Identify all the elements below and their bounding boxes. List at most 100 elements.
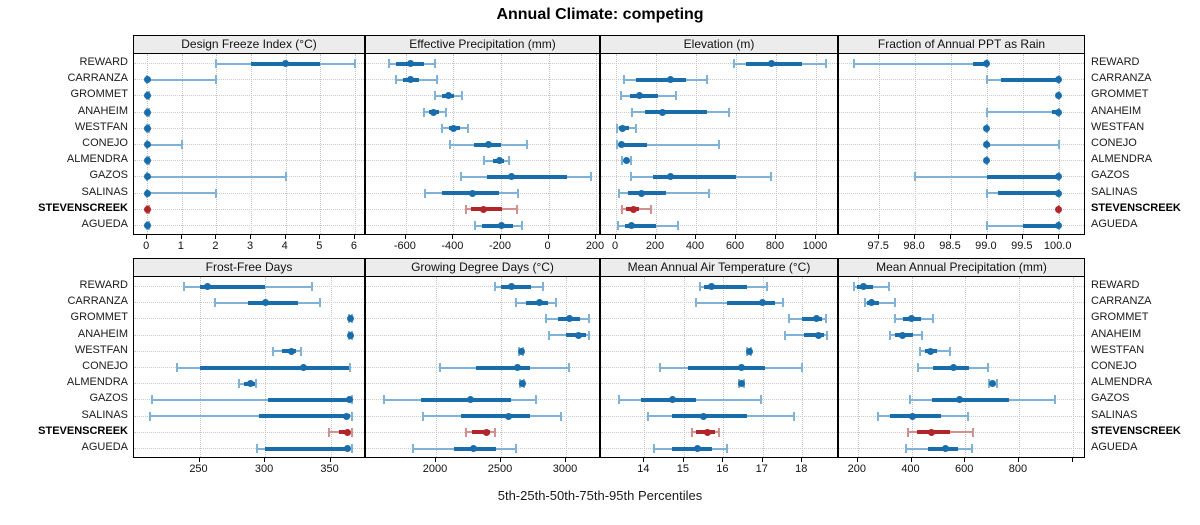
site-label-left: CARRANZA <box>67 295 128 308</box>
axis-tick <box>735 235 736 239</box>
axis-tick-label: 0 <box>611 240 619 252</box>
axis-tick <box>404 235 406 239</box>
whisker-cap <box>176 363 179 372</box>
whisker-cap <box>328 427 331 437</box>
whisker-cap <box>894 298 897 308</box>
whisker-cap <box>215 188 218 198</box>
median-dot <box>704 428 712 436</box>
iqr-bar-25th-75th <box>687 365 765 370</box>
whisker-cap <box>690 427 693 437</box>
median-dot <box>344 445 352 452</box>
whisker-cap <box>555 298 558 308</box>
whisker-cap <box>718 427 721 437</box>
axis-tick-label: 0 <box>143 240 150 252</box>
iqr-bar-25th-75th <box>248 300 298 305</box>
axis-tick <box>643 458 645 462</box>
whisker-cap <box>256 444 259 453</box>
site-label-left: GROMMET <box>70 311 128 324</box>
gridline-horizontal <box>134 79 364 81</box>
site-label-left: AGUEDA <box>81 218 128 230</box>
site-label-right: ANAHEIM <box>1091 104 1142 117</box>
median-dot <box>908 315 915 323</box>
axis-tick <box>595 235 596 239</box>
median-dot <box>814 331 822 339</box>
gridline-horizontal <box>601 225 837 226</box>
whisker-cap <box>444 107 447 117</box>
whisker-cap <box>299 346 302 356</box>
axis-tick <box>815 235 816 239</box>
median-dot <box>466 396 474 404</box>
gridline-horizontal <box>839 286 1084 287</box>
gridline-horizontal <box>366 79 599 81</box>
whisker-cap <box>985 188 988 198</box>
gridline-horizontal <box>601 160 837 162</box>
iqr-bar-25th-75th <box>460 414 530 419</box>
gridline-horizontal <box>366 286 599 287</box>
gridline-horizontal <box>134 334 364 336</box>
whisker-cap <box>694 298 697 308</box>
median-dot <box>629 205 637 213</box>
whisker-cap <box>1057 140 1060 149</box>
median-dot <box>479 205 487 213</box>
axis-tick-label: 600 <box>725 240 745 252</box>
axis-tick-label: 17 <box>755 463 768 475</box>
axis-tick-label: -400 <box>441 240 464 252</box>
panel-header-elevation-m: Elevation (m) <box>600 35 838 54</box>
site-label-left: CONEJO <box>82 137 128 149</box>
whisker-cap <box>494 427 497 437</box>
axis-tick <box>180 235 182 239</box>
axis-tick-label: 200 <box>585 240 605 252</box>
median-dot <box>344 428 352 436</box>
median-dot <box>1055 222 1063 229</box>
iqr-bar-25th-75th <box>625 223 656 228</box>
gridline-horizontal <box>839 225 1084 226</box>
axis-tick <box>329 458 331 462</box>
gridline-horizontal <box>839 208 1084 210</box>
median-dot <box>1055 92 1063 100</box>
site-label-right: REWARD <box>1091 279 1140 291</box>
median-dot <box>535 299 543 307</box>
gridline-horizontal <box>366 334 599 336</box>
panel-plot-growing-degree-days-c <box>365 276 600 458</box>
site-label-right: WESTFAN <box>1091 120 1145 133</box>
median-dot <box>517 347 525 355</box>
whisker-cap <box>853 59 856 68</box>
axis-tick-label: 3 <box>246 240 254 252</box>
whisker-cap <box>765 282 768 291</box>
axis-tick-label: 0 <box>544 240 551 252</box>
median-dot <box>983 141 991 148</box>
whisker-cap <box>151 395 154 405</box>
median-dot <box>407 60 415 67</box>
median-dot <box>666 173 674 181</box>
median-dot <box>1055 76 1063 84</box>
whisker-cap <box>783 330 786 340</box>
axis-tick <box>1071 458 1073 462</box>
axis-tick <box>914 235 916 239</box>
whisker-cap <box>350 427 353 437</box>
gridline-horizontal <box>601 208 837 210</box>
iqr-bar-25th-75th <box>265 446 351 451</box>
median-dot <box>1055 189 1063 197</box>
median-dot <box>859 283 867 290</box>
median-dot <box>658 108 666 116</box>
whisker-cap <box>433 59 436 68</box>
median-dot <box>143 157 151 165</box>
median-dot <box>345 396 353 404</box>
site-label-left: SALINAS <box>81 408 128 421</box>
median-dot <box>737 364 745 371</box>
site-label-left: GAZOS <box>89 169 128 182</box>
median-dot <box>867 299 875 307</box>
median-dot <box>247 380 255 388</box>
median-dot <box>983 60 991 67</box>
axis-tick <box>500 458 501 462</box>
median-dot <box>666 76 674 84</box>
median-dot <box>955 396 963 404</box>
median-dot <box>342 412 350 420</box>
gridline-horizontal <box>839 79 1084 81</box>
median-dot <box>767 60 775 67</box>
whisker-cap <box>985 75 988 85</box>
whisker-cap <box>618 188 620 198</box>
gridline-horizontal <box>134 208 364 210</box>
whisker-cap <box>787 314 790 324</box>
